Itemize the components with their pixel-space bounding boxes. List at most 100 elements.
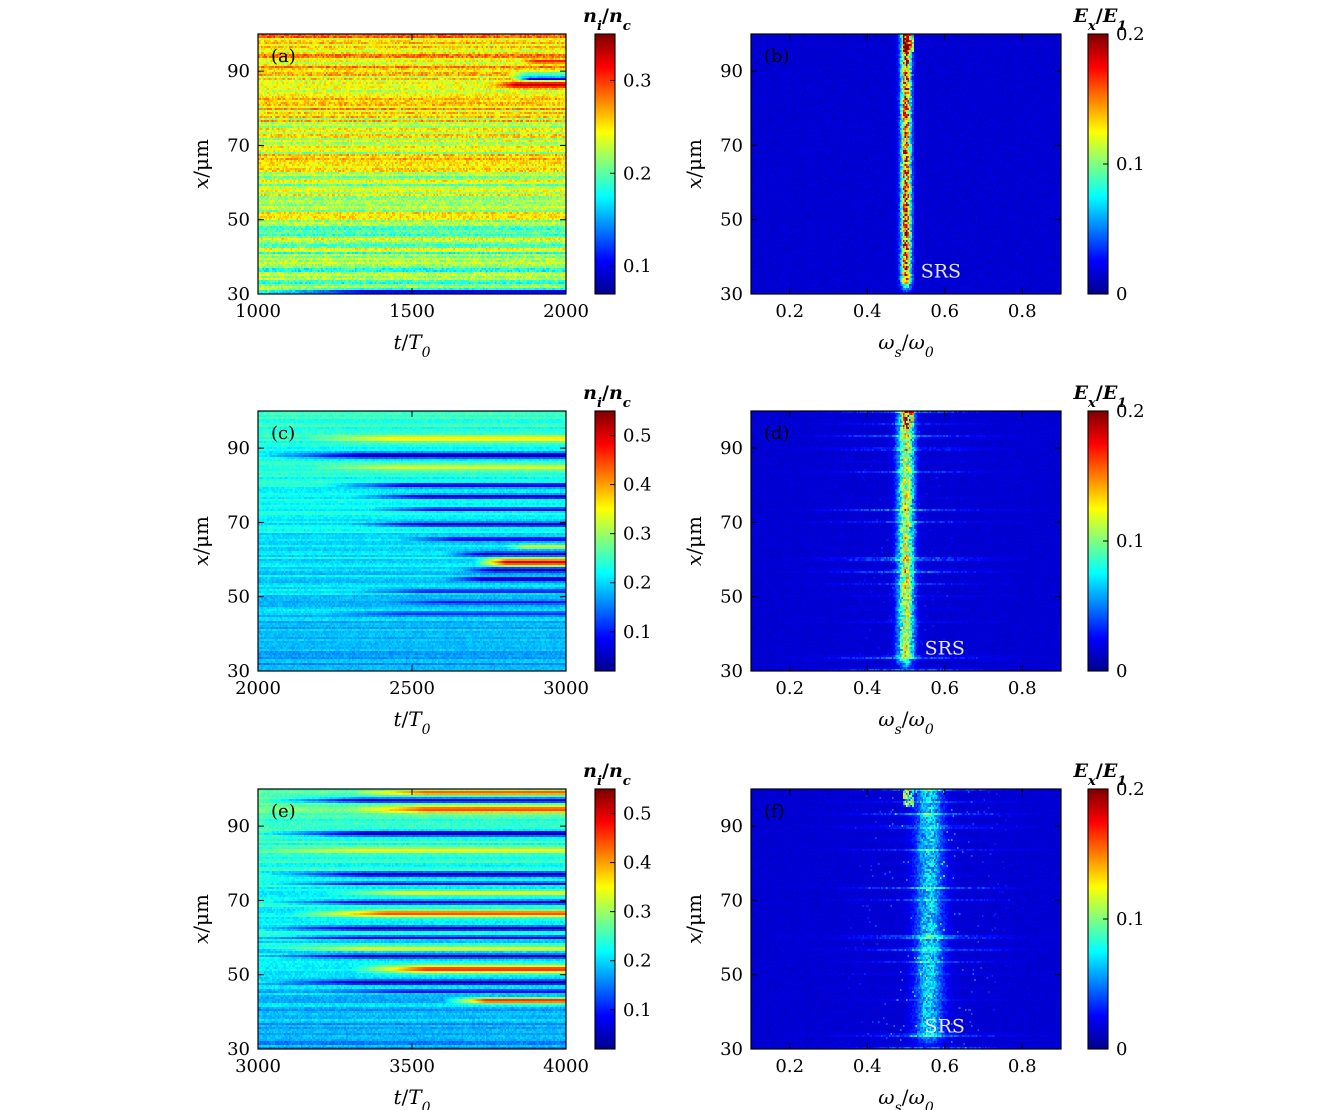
- srs-annotation: SRS: [925, 1016, 965, 1038]
- heatmap-image: [258, 34, 566, 294]
- x-tick-label: 0.8: [1008, 678, 1037, 699]
- colorbar: 0.1 0.2 0.3 0.4 0.5 ni/nc: [583, 382, 652, 672]
- y-tick-label: 30: [720, 661, 743, 682]
- panel-c: 2000 2500 3000 30 50 70 90 t/T0 x/μm (c) 0.1 0.2 0.3…: [189, 382, 652, 738]
- colorbar-tick-label: 0.2: [623, 163, 652, 184]
- x-axis-label: ωs/ω0: [878, 1085, 934, 1110]
- y-tick-label: 30: [720, 1039, 743, 1060]
- heatmap-image: [751, 34, 1061, 294]
- plot-frame: [750, 788, 1062, 1050]
- colorbar-label: Ex/E1: [1072, 5, 1126, 34]
- colorbar-frame: [594, 788, 616, 1050]
- panel-d: 0.2 0.4 0.6 0.830507090ωs/ω0x/μm(d)SRS00.10…: [682, 382, 1145, 738]
- colorbar-tick-label: 0.3: [623, 902, 652, 923]
- x-axis-label: t/T0: [393, 1085, 430, 1110]
- colorbar-gradient: [1088, 411, 1108, 671]
- panel-b: 0.2 0.4 0.6 0.830507090ωs/ω0x/μm(b)SRS00.10…: [682, 5, 1145, 361]
- y-tick-label: 50: [227, 587, 250, 608]
- y-tick-label: 50: [227, 210, 250, 231]
- colorbar-gradient: [595, 34, 615, 294]
- x-axis-label: ωs/ω0: [878, 330, 934, 361]
- colorbar-gradient: [595, 411, 615, 671]
- y-tick-label: 70: [720, 890, 743, 911]
- heatmap-image: [751, 411, 1061, 671]
- y-tick-label: 90: [720, 816, 743, 837]
- x-axis-label: t/T0: [393, 707, 430, 738]
- colorbar-tick-label: 0.1: [1116, 909, 1145, 930]
- colorbar-label: ni/nc: [583, 382, 631, 411]
- y-tick-label: 90: [720, 438, 743, 459]
- colorbar-tick-label: 0.1: [1116, 531, 1145, 552]
- x-axis-label: ωs/ω0: [878, 707, 934, 738]
- x-tick-label: 0.2: [775, 1056, 804, 1077]
- colorbar: 0 0.1 0.2Ex/E1: [1072, 382, 1144, 682]
- colorbar-tick-label: 0.2: [1116, 401, 1145, 422]
- x-tick-label: 2000: [235, 678, 281, 699]
- colorbar-tick-label: 0: [1116, 1039, 1127, 1060]
- y-tick-label: 30: [227, 661, 250, 682]
- x-tick-label: 0.4: [853, 678, 882, 699]
- y-tick-label: 90: [227, 816, 250, 837]
- y-axis-label-group: x/μm: [189, 139, 213, 189]
- x-tick-label: 0.8: [1008, 1056, 1037, 1077]
- y-axis-label: x/μm: [189, 139, 213, 189]
- colorbar-tick-label: 0.2: [1116, 24, 1145, 45]
- y-axis-label-group: x/μm: [189, 894, 213, 944]
- x-tick-label: 0.6: [930, 301, 959, 322]
- srs-annotation: SRS: [921, 261, 961, 283]
- y-tick-label: 70: [720, 512, 743, 533]
- x-axis-label: t/T0: [393, 330, 430, 361]
- y-axis-label-group: x/μm: [682, 894, 706, 944]
- panel-label: (e): [271, 801, 296, 822]
- x-tick-label: 0.2: [775, 301, 804, 322]
- colorbar: 0.1 0.2 0.3 ni/nc: [583, 5, 652, 295]
- y-axis-label: x/μm: [189, 516, 213, 566]
- colorbar-label: ni/nc: [583, 760, 631, 789]
- colorbar-gradient: [1088, 34, 1108, 294]
- colorbar-tick-label: 0: [1116, 661, 1127, 682]
- y-tick-label: 50: [227, 965, 250, 986]
- panel-e: 3000 3500 4000 30 50 70 90 t/T0 x/μm (e) 0.1 0.2 0.3…: [189, 760, 652, 1110]
- y-tick-label: 90: [227, 61, 250, 82]
- colorbar-tick-label: 0.3: [623, 70, 652, 91]
- x-tick-label: 0.4: [853, 301, 882, 322]
- colorbar-tick-label: 0: [1116, 284, 1127, 305]
- y-tick-label: 70: [227, 890, 250, 911]
- colorbar-tick-label: 0.1: [623, 256, 652, 277]
- panel-a: 1000 1500 2000 30 50 70 90 t/T0 x/μm (a) 0.1 0.2 0.3…: [189, 5, 652, 361]
- x-tick-label: 2500: [389, 678, 435, 699]
- panel-label: (d): [764, 423, 790, 444]
- y-tick-label: 90: [720, 61, 743, 82]
- x-tick-label: 0.2: [775, 678, 804, 699]
- colorbar: 0 0.1 0.2Ex/E1: [1072, 5, 1144, 305]
- x-tick-label: 4000: [543, 1056, 589, 1077]
- y-axis-label: x/μm: [682, 139, 706, 189]
- x-tick-label: 0.6: [930, 678, 959, 699]
- y-tick-label: 50: [720, 965, 743, 986]
- colorbar-tick-label: 0.1: [623, 622, 652, 643]
- colorbar-tick-label: 0.2: [623, 951, 652, 972]
- colorbar-tick-label: 0.2: [623, 573, 652, 594]
- srs-annotation: SRS: [925, 638, 965, 660]
- colorbar-tick-label: 0.4: [623, 853, 652, 874]
- y-axis-label: x/μm: [682, 894, 706, 944]
- y-tick-label: 30: [227, 1039, 250, 1060]
- y-tick-label: 70: [227, 512, 250, 533]
- colorbar: 0.1 0.2 0.3 0.4 0.5 ni/nc: [583, 760, 652, 1050]
- panel-label: (f): [764, 801, 785, 822]
- y-axis-label: x/μm: [189, 894, 213, 944]
- panel-f: 0.2 0.4 0.6 0.830507090ωs/ω0x/μm(f)SRS00.10…: [682, 760, 1145, 1110]
- colorbar-tick-label: 0.5: [623, 426, 652, 447]
- plot-frame: [750, 410, 1062, 672]
- heatmap-image: [751, 789, 1061, 1049]
- x-tick-label: 1500: [389, 301, 435, 322]
- x-tick-label: 3000: [543, 678, 589, 699]
- colorbar-label: Ex/E1: [1072, 760, 1126, 789]
- colorbar-frame: [594, 410, 616, 672]
- colorbar-gradient: [1088, 789, 1108, 1049]
- colorbar-tick-label: 0.3: [623, 524, 652, 545]
- panel-label: (a): [271, 46, 296, 67]
- x-tick-label: 0.6: [930, 1056, 959, 1077]
- panel-label: (b): [764, 46, 790, 67]
- heatmap-image: [258, 789, 566, 1049]
